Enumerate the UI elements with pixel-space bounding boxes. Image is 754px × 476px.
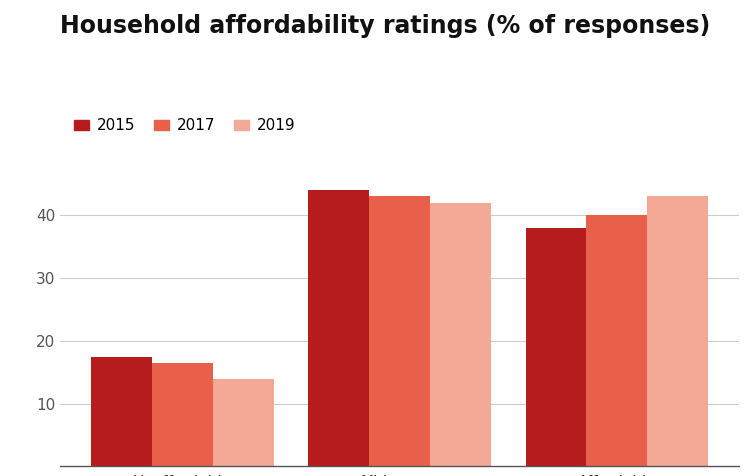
Legend: 2015, 2017, 2019: 2015, 2017, 2019 (68, 112, 301, 139)
Bar (213, 378, 274, 466)
Bar (647, 197, 708, 466)
Bar (430, 203, 491, 466)
Bar (587, 215, 647, 466)
Bar (91, 357, 152, 466)
Text: Household affordability ratings (% of responses): Household affordability ratings (% of re… (60, 14, 710, 38)
Bar (369, 197, 430, 466)
Bar (308, 190, 369, 466)
Bar (526, 228, 587, 466)
Bar (152, 363, 213, 466)
